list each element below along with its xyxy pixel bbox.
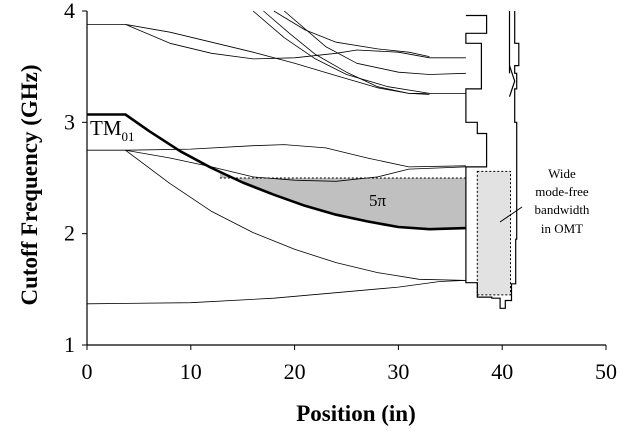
omt-note-line4: in OMT xyxy=(541,221,583,236)
series-mode-1 xyxy=(87,144,466,168)
y-axis-title: Cutoff Frequency (GHz) xyxy=(17,64,42,305)
series-mode-7 xyxy=(263,10,430,95)
series-mode-9 xyxy=(252,10,430,94)
x-tick-label: 40 xyxy=(491,359,513,384)
tm01-label-subscript: 01 xyxy=(122,129,135,144)
omt-outline xyxy=(465,11,520,309)
series-layer xyxy=(86,10,520,309)
shapes-layer xyxy=(219,170,523,296)
omt-bandwidth-box xyxy=(476,170,512,296)
series-tm01 xyxy=(87,113,466,231)
x-axis-title: Position (in) xyxy=(296,401,415,426)
x-tick-label: 20 xyxy=(284,359,306,384)
series-mode-3 xyxy=(125,149,466,281)
y-tick-label: 1 xyxy=(64,332,75,357)
omt-note-line3: bandwidth xyxy=(535,202,590,217)
region-label: 5π xyxy=(369,191,387,210)
tm01-label: TM01 xyxy=(90,116,135,144)
shaded-region xyxy=(219,171,466,230)
omt-note-line2: mode-free xyxy=(535,184,589,199)
series-mode-2 xyxy=(125,149,466,182)
x-tick-label: 30 xyxy=(387,359,409,384)
series-mode-4 xyxy=(86,280,466,305)
omt-note-line1: Wide xyxy=(548,166,576,181)
series-mode-5 xyxy=(87,23,466,60)
y-tick-label: 4 xyxy=(64,0,75,23)
omt-note-pointer xyxy=(499,206,523,223)
series-mode-8 xyxy=(283,10,466,75)
omt-tip xyxy=(508,65,516,97)
x-tick-label: 50 xyxy=(595,359,617,384)
x-tick-label: 10 xyxy=(180,359,202,384)
series-mode-10 xyxy=(273,10,430,57)
labels-layer: Position (in) Cutoff Frequency (GHz) TM0… xyxy=(17,64,590,426)
x-tick-label: 0 xyxy=(82,359,93,384)
y-tick-label: 2 xyxy=(64,221,75,246)
tm01-label-main: TM xyxy=(90,116,122,140)
y-tick-label: 3 xyxy=(64,109,75,134)
